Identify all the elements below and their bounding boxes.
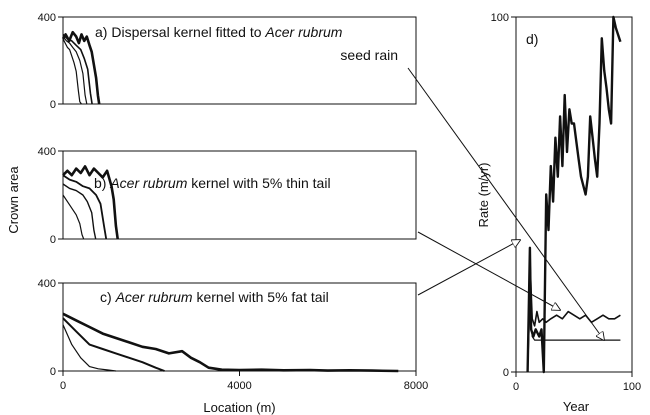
arrow-b-to-d — [417, 231, 560, 310]
panel-a-series-1 — [62, 36, 88, 105]
panel-d-xtick-label-0: 0 — [513, 381, 519, 393]
panel-c-xtick-label-0: 0 — [60, 380, 66, 392]
arrow-a-to-d — [407, 67, 604, 340]
panel-b-annotation: b) Acer rubrum kernel with 5% thin tail — [94, 175, 331, 191]
panel-c-series-2 — [62, 312, 399, 373]
panel-c-ytick-label-0: 0 — [50, 366, 56, 378]
panel-b-ytick-label-0: 0 — [50, 234, 56, 246]
y-axis-label-crown-area: Crown area — [6, 166, 21, 234]
panel-c-ytick-label-1: 400 — [38, 278, 56, 290]
panel-c-xtick-label-2: 8000 — [404, 380, 428, 392]
x-axis-label-year: Year — [563, 399, 590, 414]
x-axis-label-location: Location (m) — [203, 400, 275, 415]
panel-a-frame — [62, 16, 417, 105]
panel-b-ytick-label-1: 400 — [38, 146, 56, 158]
panel-d-annotation: d) — [526, 31, 538, 47]
arrow-c-to-d — [417, 240, 520, 296]
panel-c-series-1 — [62, 317, 165, 372]
panel-d-series-0 — [526, 257, 621, 373]
panel-c-series-0 — [62, 324, 116, 372]
panel-a-series-2 — [62, 33, 93, 105]
panel-d-ytick-label-0: 0 — [503, 367, 509, 379]
panel-d-frame — [515, 16, 633, 373]
panel-a-annotation-line2: seed rain — [340, 47, 398, 63]
panel-d-series-2 — [526, 15, 622, 374]
panel-d-xtick-label-1: 100 — [623, 381, 641, 393]
panel-a-series-3 — [61, 30, 101, 105]
panel-d-ytick-label-1: 100 — [491, 12, 509, 24]
panel-a-series-0 — [62, 38, 82, 105]
panel-a-ytick-label-1: 400 — [38, 12, 56, 24]
panel-c-xtick-label-1: 4000 — [227, 380, 251, 392]
panel-b-series-0 — [62, 194, 85, 240]
panel-b-series-3 — [62, 165, 119, 240]
panel-b-series-1 — [62, 183, 97, 240]
panel-b-series-2 — [62, 174, 108, 240]
panel-a-annotation-line1: a) Dispersal kernel fitted to Acer rubru… — [95, 24, 343, 40]
panel-c-annotation: c) Acer rubrum kernel with 5% fat tail — [100, 289, 329, 305]
panel-a-ytick-label-0: 0 — [50, 99, 56, 111]
